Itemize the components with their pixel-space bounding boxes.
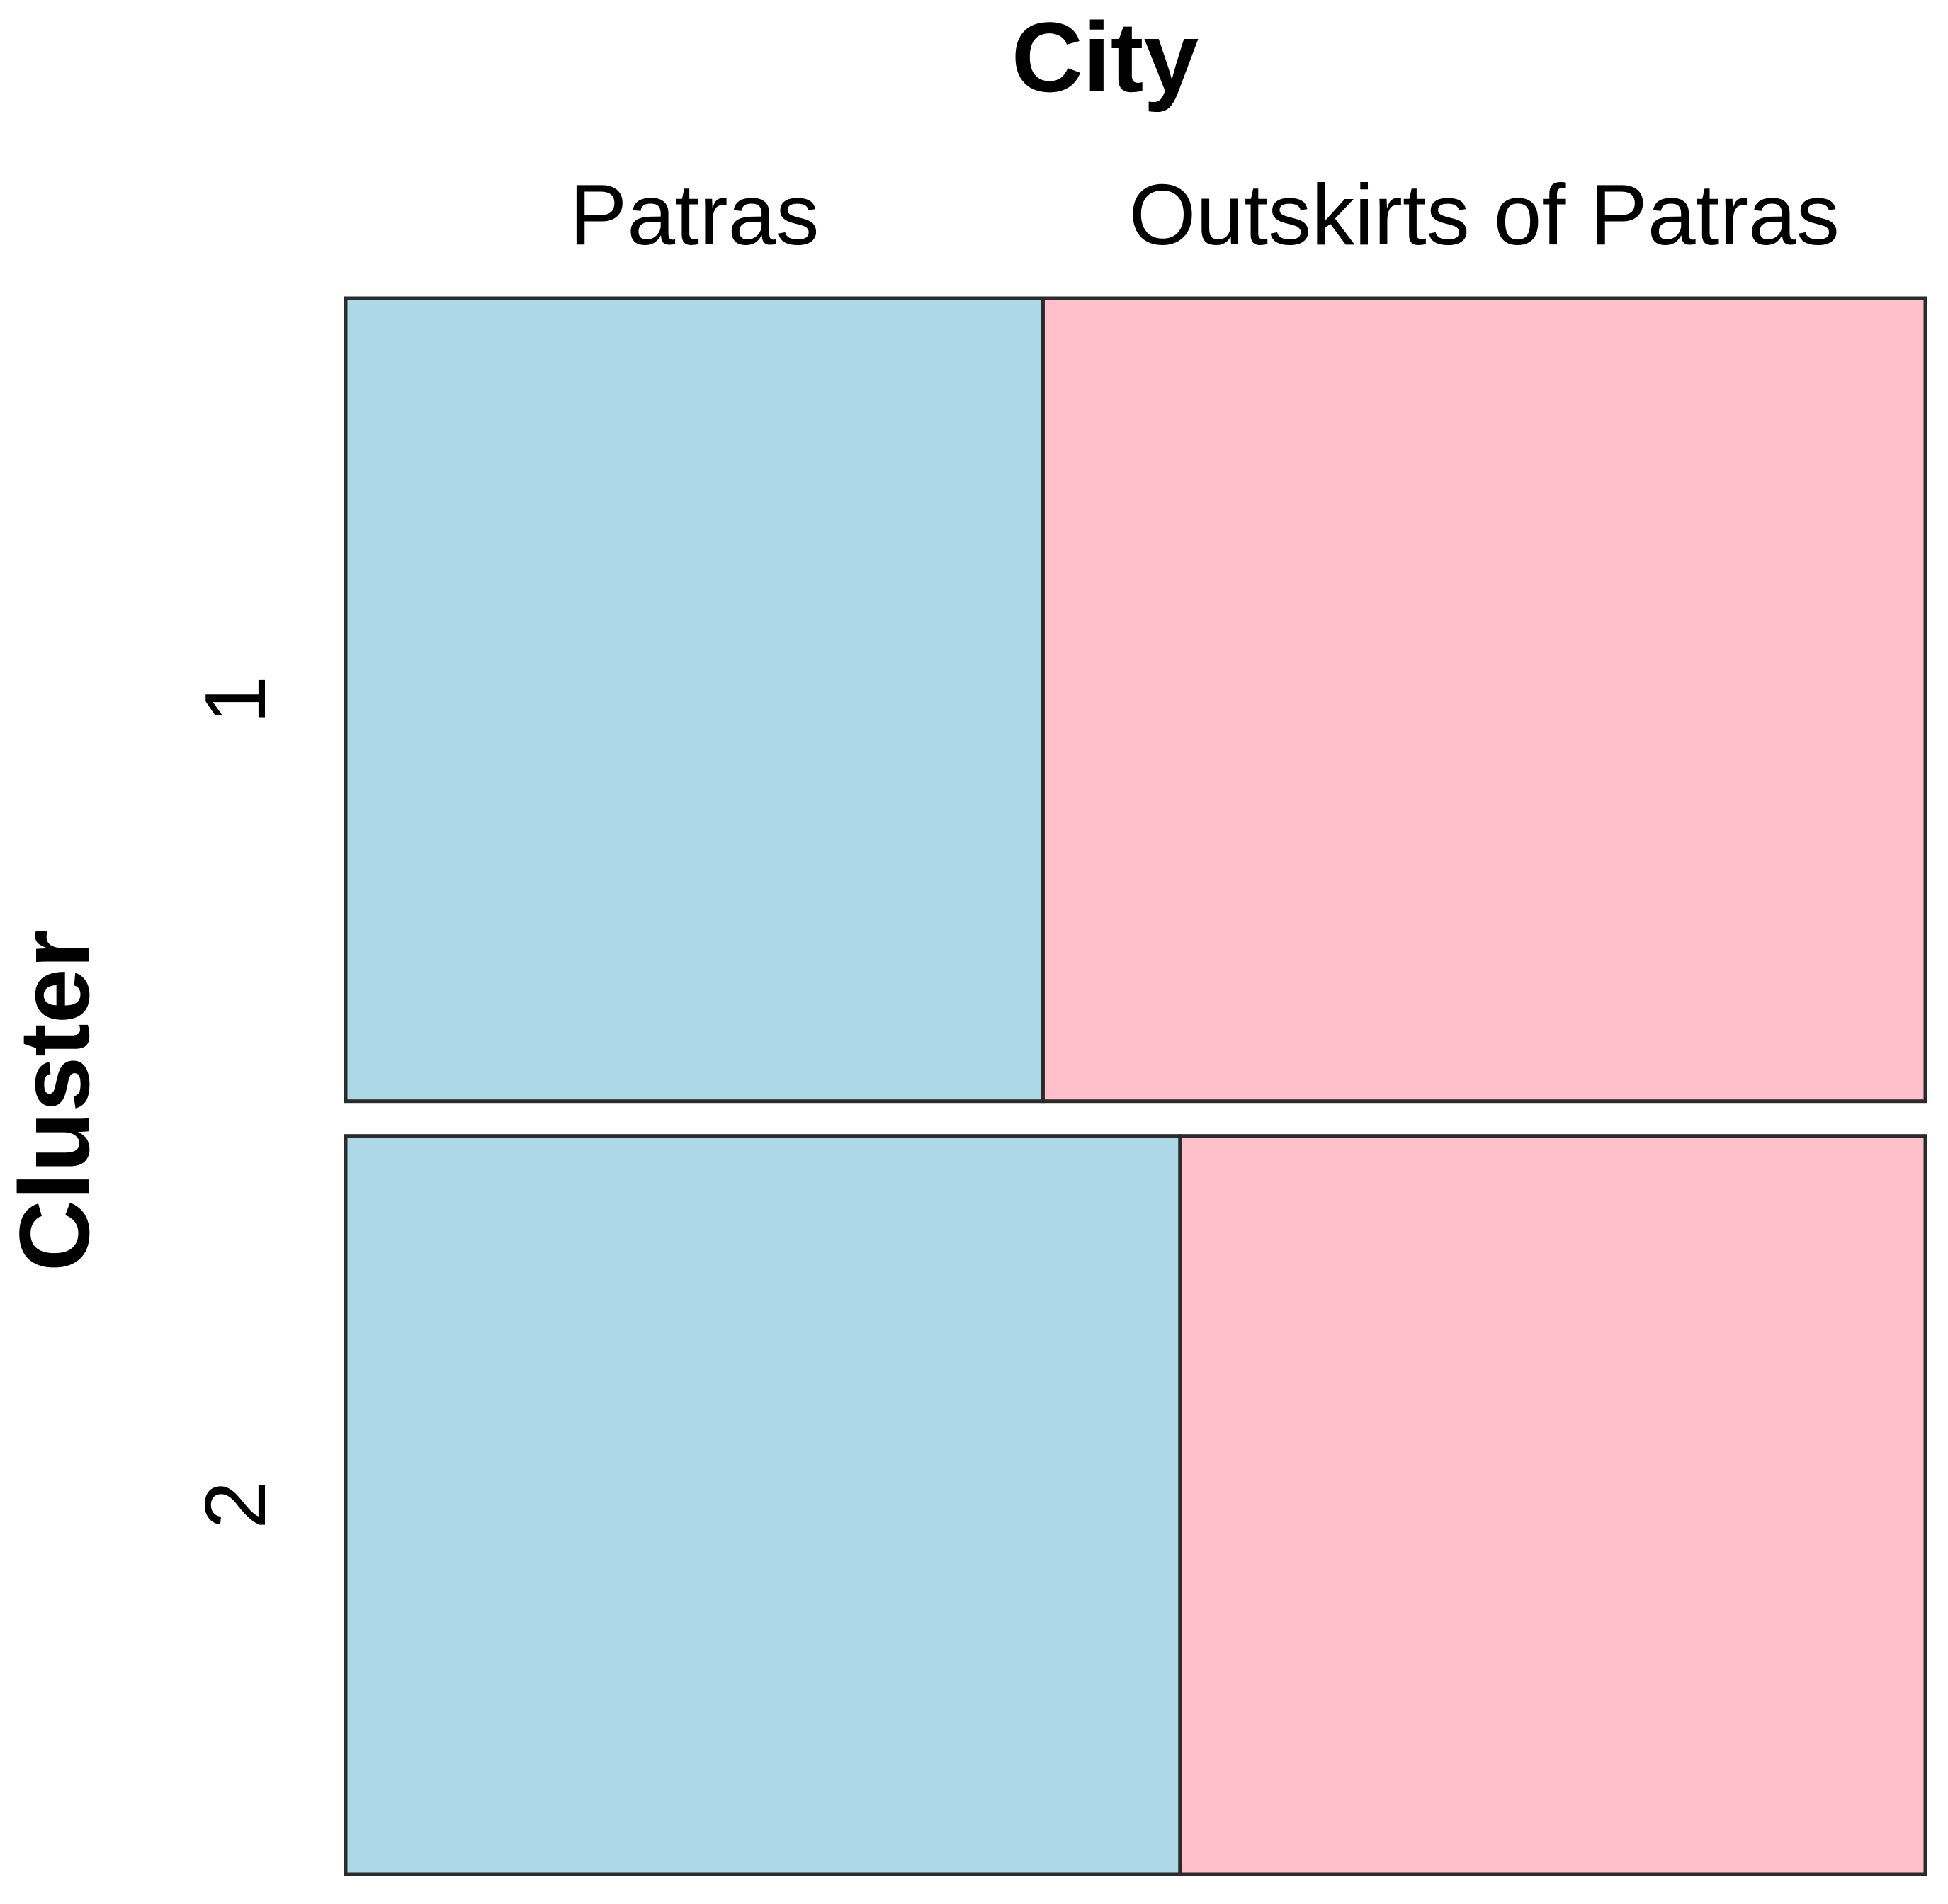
chart-title: City [1012,1,1199,113]
mosaic-cell [344,1134,1182,1876]
column-label: Patras [570,166,820,263]
mosaic-cell [344,296,1045,1104]
column-label: Outskirts of Patras [1129,166,1840,263]
mosaic-cell [1041,296,1927,1104]
row-label: 1 [187,676,283,724]
y-axis-label: Cluster [0,930,110,1271]
mosaic-cell [1178,1134,1927,1876]
row-label: 2 [187,1481,283,1529]
